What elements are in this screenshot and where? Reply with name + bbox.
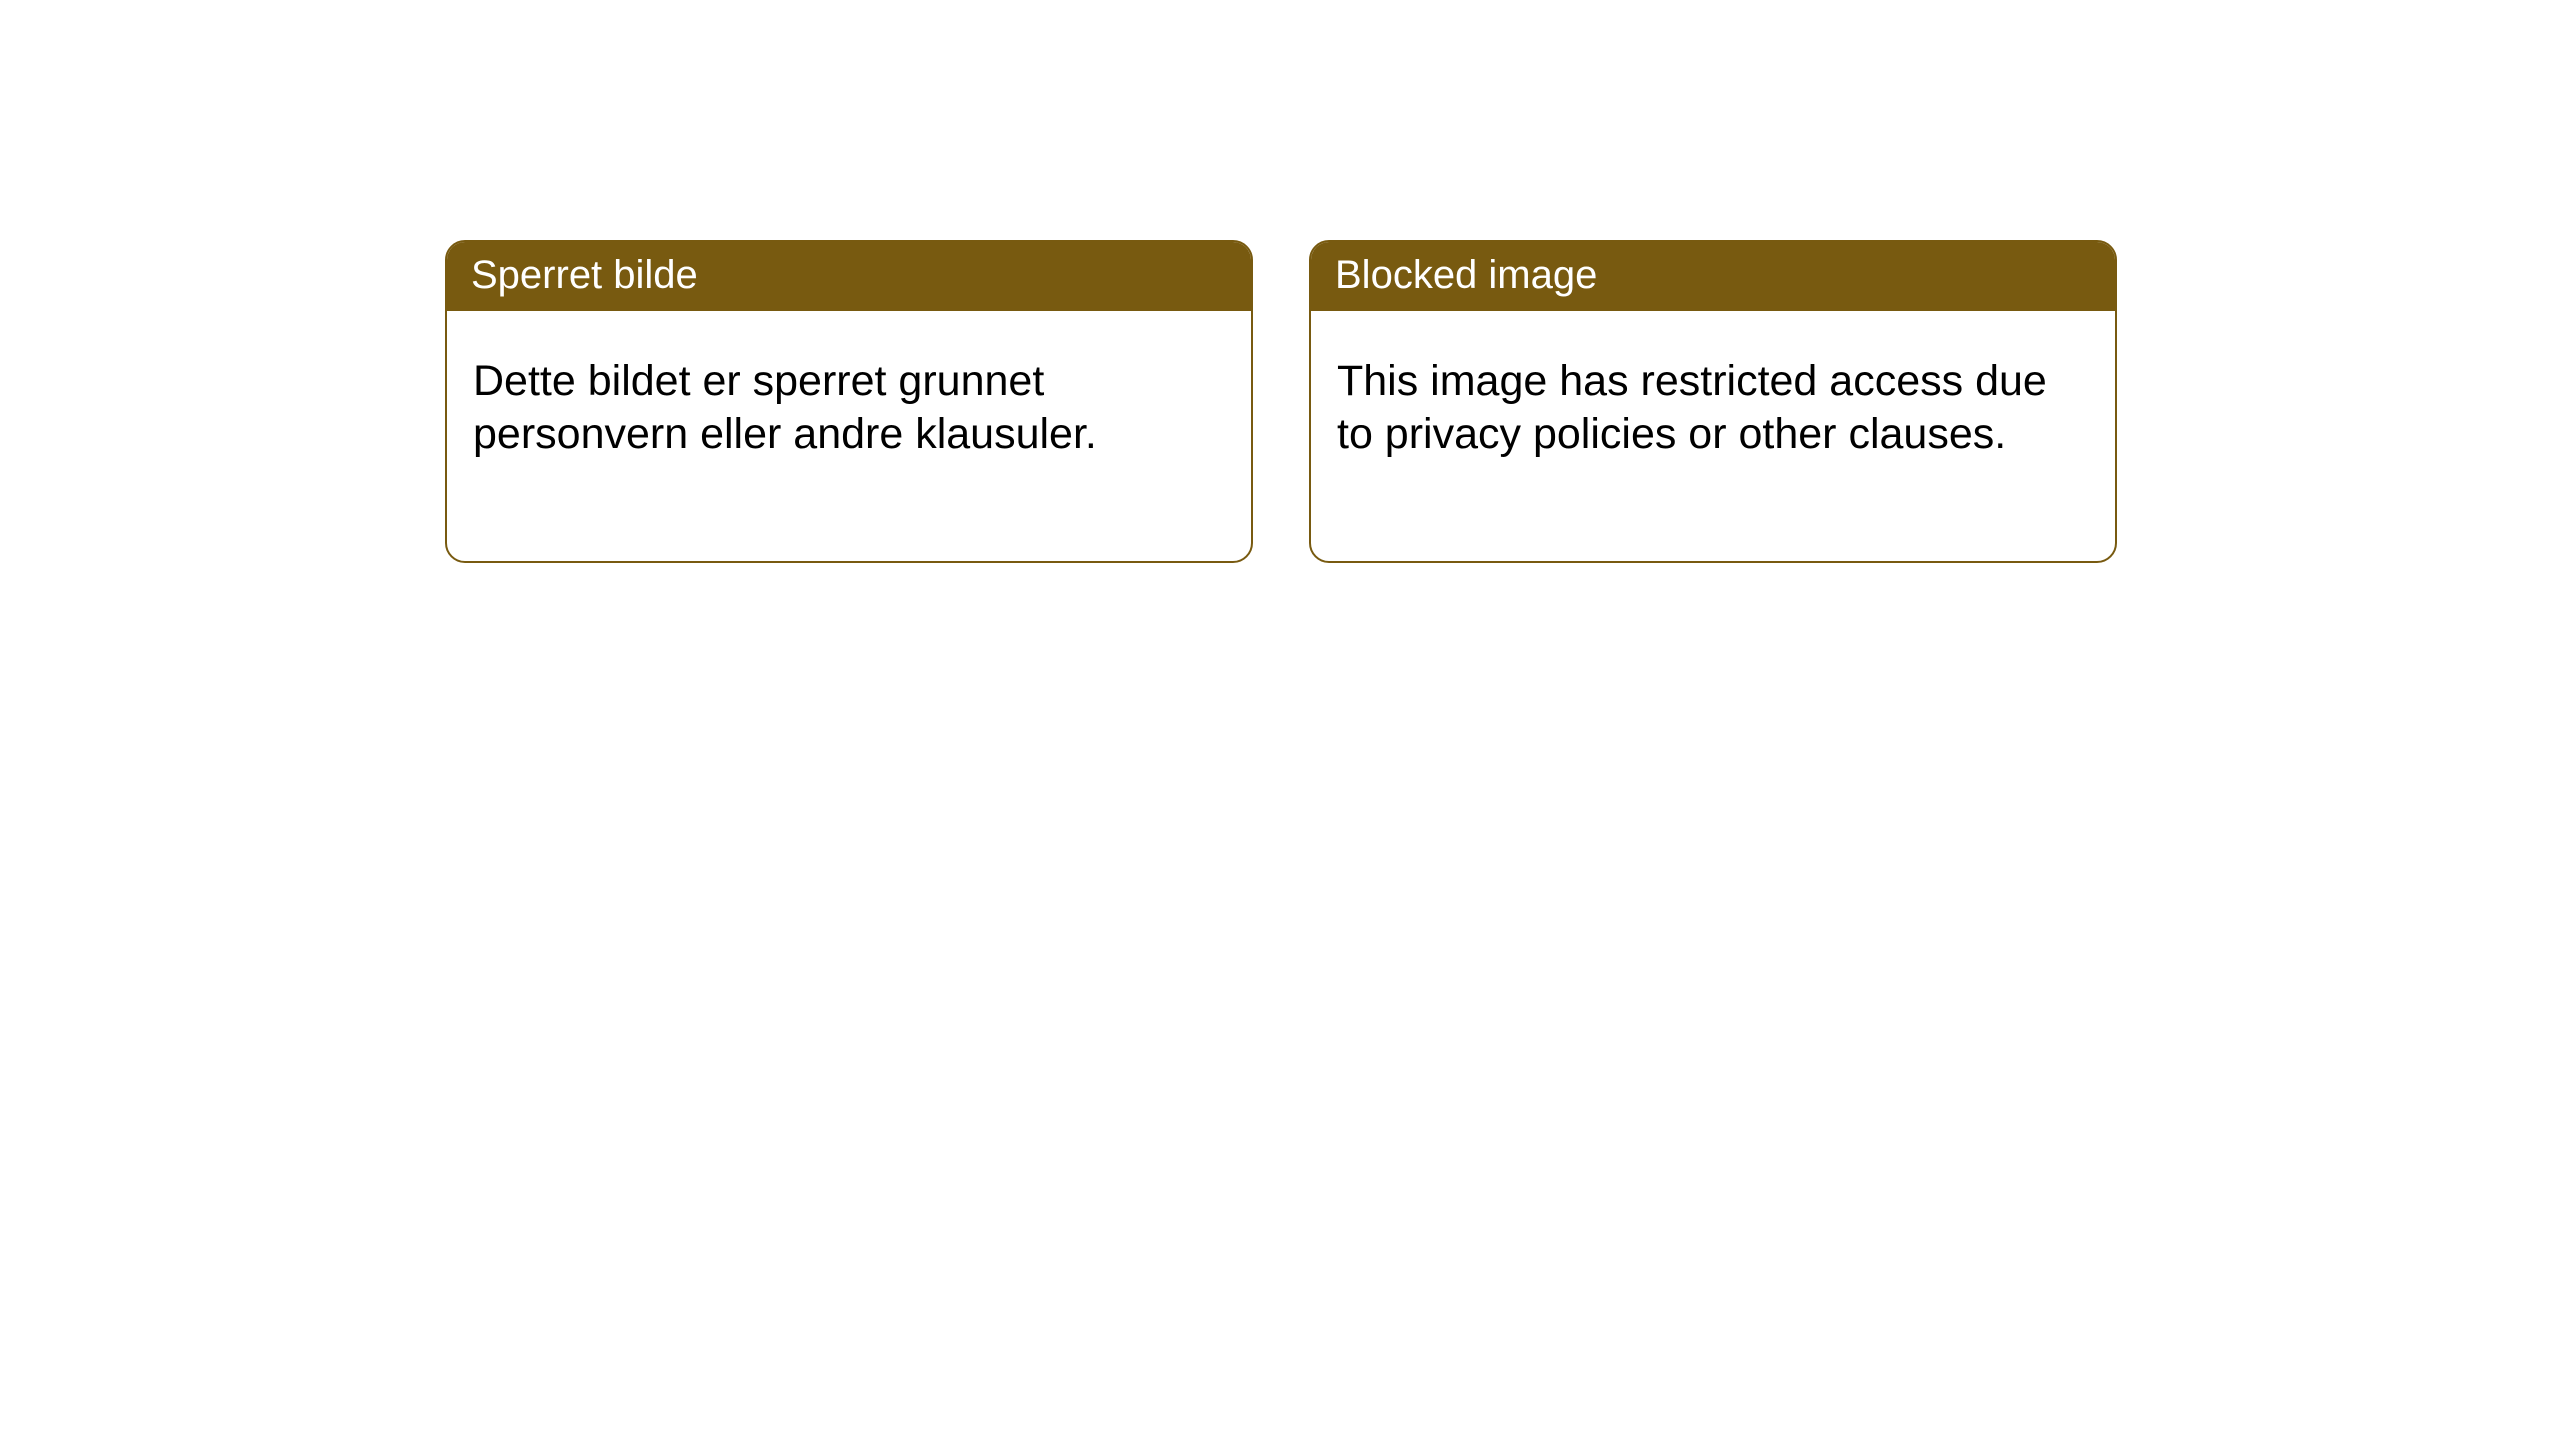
notice-cards-container: Sperret bilde Dette bildet er sperret gr… (445, 240, 2560, 563)
notice-card-norwegian: Sperret bilde Dette bildet er sperret gr… (445, 240, 1253, 563)
notice-card-text: This image has restricted access due to … (1337, 357, 2047, 458)
notice-card-title: Blocked image (1335, 253, 1597, 297)
notice-card-header: Blocked image (1311, 242, 2115, 311)
notice-card-text: Dette bildet er sperret grunnet personve… (473, 357, 1097, 458)
notice-card-body: This image has restricted access due to … (1311, 311, 2115, 561)
notice-card-body: Dette bildet er sperret grunnet personve… (447, 311, 1251, 561)
notice-card-header: Sperret bilde (447, 242, 1251, 311)
notice-card-english: Blocked image This image has restricted … (1309, 240, 2117, 563)
notice-card-title: Sperret bilde (471, 253, 698, 297)
